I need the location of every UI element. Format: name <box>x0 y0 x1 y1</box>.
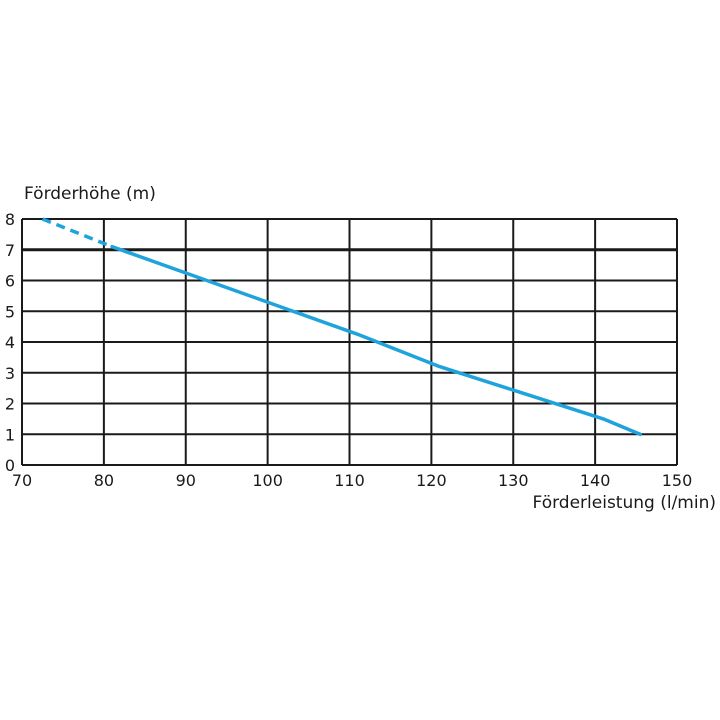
y-tick-label-6: 6 <box>5 272 15 291</box>
x-tick-label-8: 150 <box>662 471 693 490</box>
x-tick-label-3: 100 <box>252 471 283 490</box>
y-tick-label-4: 4 <box>5 333 15 352</box>
x-tick-label-0: 70 <box>12 471 32 490</box>
y-tick-label-7: 7 <box>5 241 15 260</box>
y-tick-label-2: 2 <box>5 395 15 414</box>
x-tick-label-6: 130 <box>498 471 529 490</box>
y-tick-label-3: 3 <box>5 364 15 383</box>
y-tick-label-0: 0 <box>5 456 15 475</box>
x-tick-label-4: 110 <box>334 471 365 490</box>
x-tick-label-2: 90 <box>176 471 196 490</box>
y-tick-label-1: 1 <box>5 425 15 444</box>
series-0-line <box>110 244 642 437</box>
series-0-dashed-line <box>41 217 113 249</box>
x-tick-label-7: 140 <box>580 471 611 490</box>
x-axis-label: Förderleistung (l/min) <box>532 493 716 513</box>
y-tick-label-8: 8 <box>5 210 15 229</box>
y-tick-label-5: 5 <box>5 302 15 321</box>
x-tick-label-5: 120 <box>416 471 447 490</box>
y-axis-label: Förderhöhe (m) <box>24 184 156 204</box>
x-tick-label-1: 80 <box>94 471 114 490</box>
